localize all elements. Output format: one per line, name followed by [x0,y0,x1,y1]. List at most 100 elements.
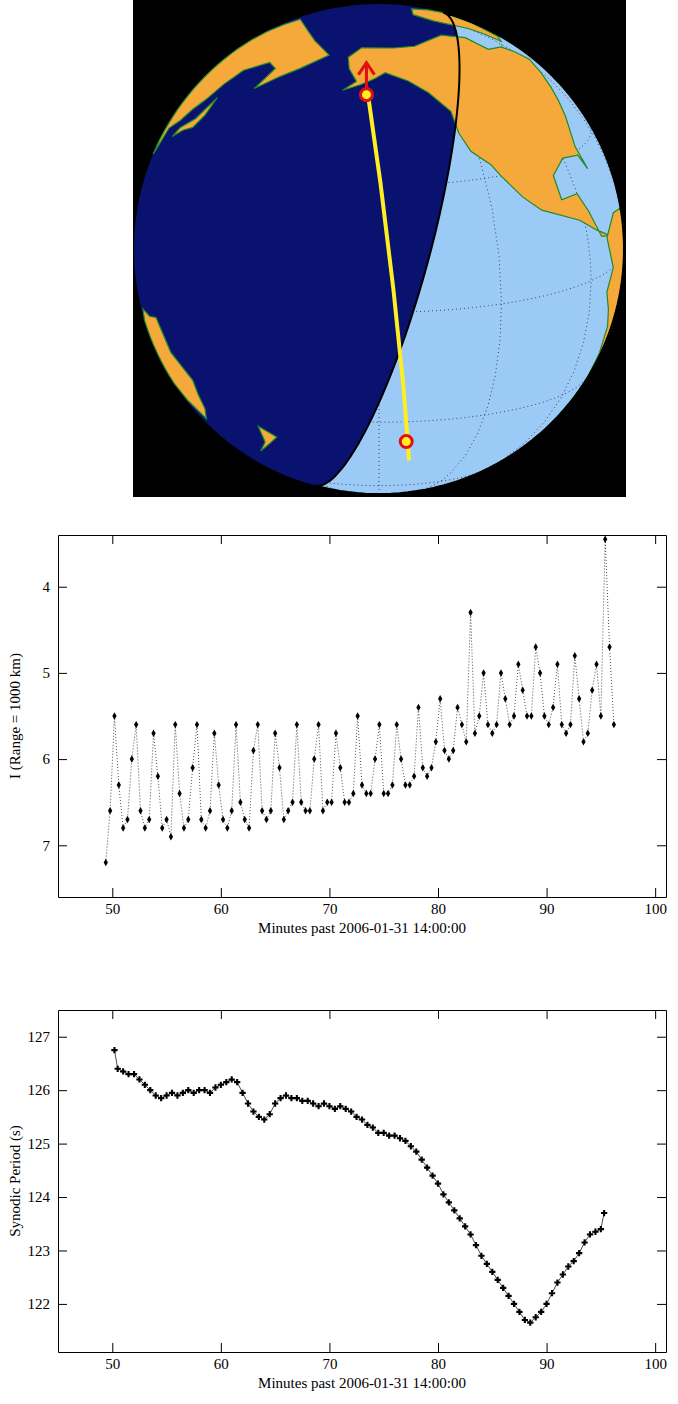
data-point [403,781,407,788]
tick-mark [657,673,666,674]
tick-mark [329,1010,330,1019]
tick-label: 60 [214,1356,229,1372]
data-point [543,1301,549,1307]
data-point [264,816,268,823]
data-point [397,1135,403,1141]
tick: 124 [28,1189,68,1205]
data-point [395,721,399,728]
data-point [577,695,581,702]
data-point [125,1071,131,1077]
tick-label: 122 [28,1296,51,1312]
tick [655,535,656,544]
data-point [447,755,451,762]
data-point [442,747,446,754]
land [172,98,217,137]
data-point [332,1106,338,1112]
tick-mark [58,1304,67,1305]
data-point [413,1148,419,1154]
tick [438,1010,439,1019]
data-point [283,1092,289,1098]
data-point [229,1076,235,1082]
x-axis-title: Minutes past 2006-01-31 14:00:00 [258,920,466,936]
data-point [399,755,403,762]
ocean-night [134,4,624,494]
data-point [416,704,420,711]
axis-line [59,1010,667,1011]
data-point [134,721,138,728]
data-point [199,816,203,823]
tick: 127 [28,1029,68,1045]
tick [657,1304,666,1305]
data-point [138,807,142,814]
tick-label: 50 [105,1356,120,1372]
tick [657,845,666,846]
axis [657,536,667,898]
data-point [402,1138,408,1144]
data-point [599,712,603,719]
data-point [288,1095,294,1101]
tick-mark [221,1343,222,1352]
data-point [277,1095,283,1101]
data-point [195,721,199,728]
tick [657,1250,666,1251]
tick-mark [58,1090,67,1091]
terminator [315,13,624,494]
data-point [386,1132,392,1138]
tick [657,587,666,588]
tick-mark [438,535,439,544]
data-point [586,730,590,737]
data-point [163,1092,169,1098]
data-point [143,824,147,831]
data-point [460,721,464,728]
data-point [121,824,125,831]
tick-mark [657,1144,666,1145]
tick-mark [657,1304,666,1305]
plot-area [111,1047,607,1326]
data-point [251,747,255,754]
data-point [386,790,390,797]
data-point [147,1087,153,1093]
data-point [326,1103,332,1109]
data-point [217,781,221,788]
data-point [594,661,598,668]
data-point [169,833,173,840]
globe-panel [133,0,626,497]
tick-mark [657,759,666,760]
data-point [177,790,181,797]
data-point [310,1100,316,1106]
data-point [581,1239,587,1245]
data-point [347,798,351,805]
axis-line [666,536,667,898]
data-point [180,1090,186,1096]
tick [657,1090,666,1091]
tick-mark [58,759,67,760]
data-point [303,807,307,814]
data-point [351,790,355,797]
tick-label: 80 [431,1356,446,1372]
tick-mark [655,1343,656,1352]
data-point [245,1100,251,1106]
tick-mark [112,1343,113,1352]
data-point [598,1226,604,1232]
tick-mark [657,587,666,588]
data-point [299,1098,305,1104]
tick-mark [438,1010,439,1019]
data-point [142,1082,148,1088]
data-point [408,1143,414,1149]
axis-line [59,1352,667,1353]
tick: 4 [43,579,68,595]
data-point [315,1103,321,1109]
data-point [592,1229,598,1235]
tick [547,535,548,544]
data-point [261,1116,267,1122]
tick: 50 [105,888,120,917]
data-point [174,1092,180,1098]
axis: 4567 [43,536,68,898]
data-point [555,661,559,668]
data-point [549,1290,555,1296]
data-point [196,1087,202,1093]
data-point [464,738,468,745]
land [153,19,329,154]
tick-mark [657,1037,666,1038]
y-axis-title: Synodic Period (s) [7,1125,24,1237]
